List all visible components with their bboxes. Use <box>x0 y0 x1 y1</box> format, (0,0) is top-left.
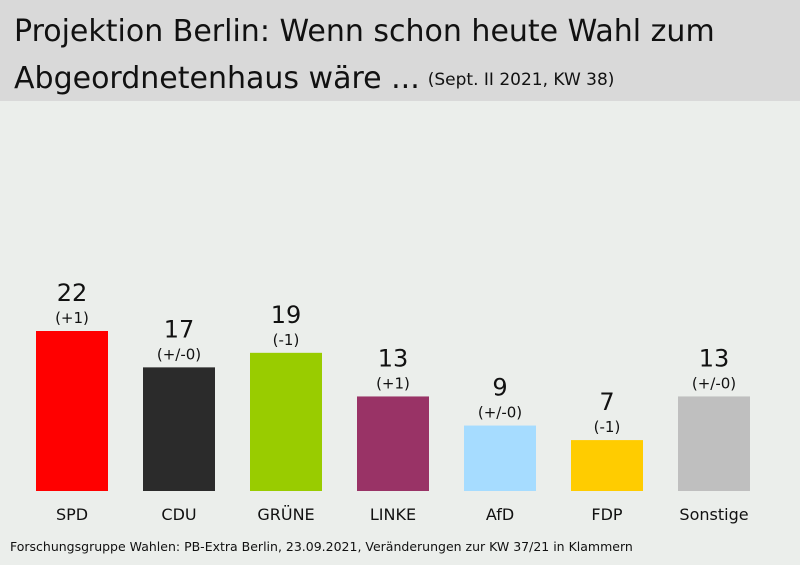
chart-subtitle: (Sept. II 2021, KW 38) <box>427 70 615 90</box>
value-label-linke: 13 <box>378 344 409 372</box>
category-label-fdp: FDP <box>591 505 623 524</box>
category-label-spd: SPD <box>56 505 88 524</box>
bar-gr-ne <box>250 352 322 491</box>
value-label-afd: 9 <box>492 374 507 402</box>
change-label-afd: (+/-0) <box>478 404 522 422</box>
chart-title-line-1: Projektion Berlin: Wenn schon heute Wahl… <box>14 14 715 49</box>
change-label-sonstige: (+/-0) <box>692 374 736 392</box>
change-label-cdu: (+/-0) <box>157 345 201 363</box>
change-label-gr-ne: (-1) <box>273 331 300 349</box>
value-label-fdp: 7 <box>599 388 614 416</box>
category-label-afd: AfD <box>486 505 514 524</box>
value-label-gr-ne: 19 <box>271 301 302 329</box>
bar-linke <box>357 396 429 491</box>
bar-afd <box>464 425 536 491</box>
chart-title-line-2: Abgeordnetenhaus wäre ... (Sept. II 2021,… <box>14 61 614 98</box>
category-label-linke: LINKE <box>370 505 416 524</box>
chart-title-line-2-text: Abgeordnetenhaus wäre ... <box>14 61 420 96</box>
value-label-sonstige: 13 <box>699 344 730 372</box>
change-label-spd: (+1) <box>55 309 89 327</box>
change-label-linke: (+1) <box>376 374 410 392</box>
value-label-spd: 22 <box>57 279 88 307</box>
category-label-cdu: CDU <box>161 505 196 524</box>
value-label-cdu: 17 <box>164 315 195 343</box>
bar-chart-area: 22 (+1) SPD 17 (+/-0) CDU 19 (-1) GRÜNE 13 (+1) LIN… <box>0 101 800 535</box>
bar-cdu <box>143 367 215 491</box>
bar-spd <box>36 331 108 491</box>
chart-header: Projektion Berlin: Wenn schon heute Wahl… <box>0 0 800 101</box>
source-note: Forschungsgruppe Wahlen: PB-Extra Berlin… <box>10 539 633 554</box>
bar-fdp <box>571 440 643 491</box>
category-label-gr-ne: GRÜNE <box>257 505 314 524</box>
bar-sonstige <box>678 396 750 491</box>
category-label-sonstige: Sonstige <box>679 505 748 524</box>
bar-chart: 22 (+1) SPD 17 (+/-0) CDU 19 (-1) GRÜNE 13 (+1) LIN… <box>36 279 750 524</box>
change-label-fdp: (-1) <box>594 418 621 436</box>
